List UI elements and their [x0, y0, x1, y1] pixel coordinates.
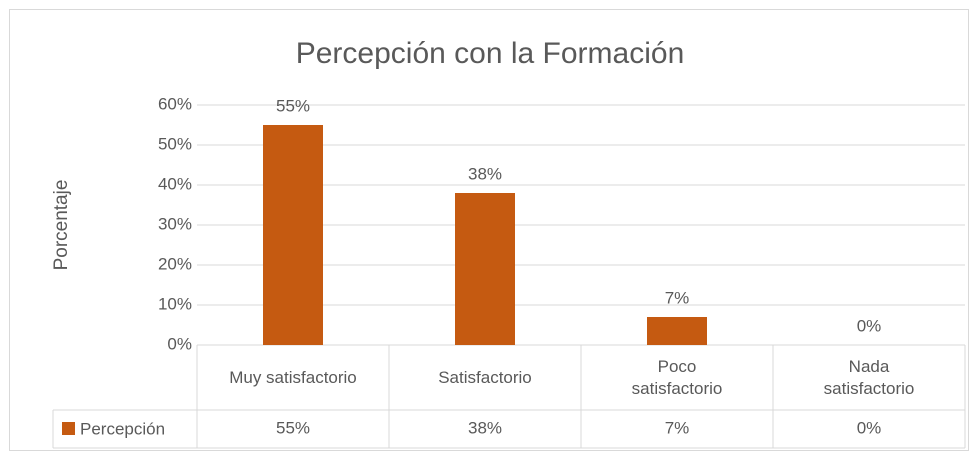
table-value: 0% [857, 418, 882, 437]
category-text: Nada satisfactorio [823, 356, 915, 398]
y-axis-label: Porcentaje [51, 180, 72, 271]
x-tick-label: Poco satisfactorio [581, 345, 773, 410]
chart-title: Percepción con la Formación [296, 37, 685, 70]
y-tick-label: 10% [158, 294, 192, 313]
y-tick-label: 0% [167, 334, 192, 353]
chart-border [9, 9, 969, 451]
y-tick-label: 40% [158, 174, 192, 193]
bar [455, 193, 515, 345]
y-tick-label: 50% [158, 134, 192, 153]
y-tick-label: 30% [158, 214, 192, 233]
data-label: 0% [857, 316, 882, 335]
y-tick-label: 20% [158, 254, 192, 273]
legend-label: Percepción [80, 419, 165, 438]
legend-swatch [62, 422, 75, 435]
data-label: 7% [665, 288, 690, 307]
bar [263, 125, 323, 345]
table-value: 55% [276, 418, 310, 437]
x-tick-label: Muy satisfactorio [197, 345, 389, 410]
category-text: Muy satisfactorio [229, 367, 357, 387]
data-label: 55% [276, 96, 310, 115]
table-value: 38% [468, 418, 502, 437]
category-text: Poco satisfactorio [631, 356, 723, 398]
category-text: Satisfactorio [438, 367, 532, 387]
x-tick-label: Nada satisfactorio [773, 345, 965, 410]
bar [647, 317, 707, 345]
y-tick-label: 60% [158, 94, 192, 113]
x-tick-label: Satisfactorio [389, 345, 581, 410]
data-label: 38% [468, 164, 502, 183]
table-value: 7% [665, 418, 690, 437]
